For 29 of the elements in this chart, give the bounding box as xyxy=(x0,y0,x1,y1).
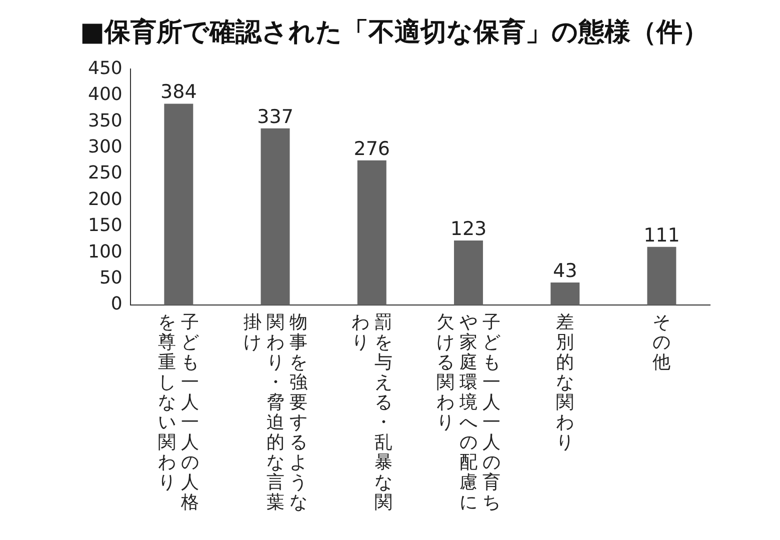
y-tick-label: 100 xyxy=(88,241,122,262)
bar xyxy=(357,160,386,305)
x-tick-label: 差別的な関わり xyxy=(556,312,575,455)
data-label: 384 xyxy=(160,81,197,104)
x-tick-label: その他 xyxy=(652,312,672,375)
y-tick-label: 300 xyxy=(88,136,122,158)
y-tick-label: 250 xyxy=(88,162,122,184)
category-label: 物事を強要するような関わり・脅迫的な言葉掛け xyxy=(243,312,308,513)
y-tick-label: 400 xyxy=(88,84,122,106)
bar xyxy=(454,240,483,305)
data-label: 276 xyxy=(354,138,390,160)
bar xyxy=(260,128,290,305)
data-label: 43 xyxy=(552,260,578,282)
chart-title: ■保育所で確認された「不適切な保育」の態様（件） xyxy=(80,16,709,48)
y-tick-label: 50 xyxy=(99,267,122,288)
bar xyxy=(550,282,580,305)
data-label: 123 xyxy=(450,218,487,240)
category-label: 子ども一人一人の育ちや家庭環境への配慮に欠ける関わり xyxy=(436,312,500,513)
y-tick-label: 350 xyxy=(88,110,122,132)
bar xyxy=(164,104,194,305)
data-label: 111 xyxy=(644,224,680,246)
y-tick-label: 450 xyxy=(88,58,122,79)
category-label: 罰を与える・乱暴な関わり xyxy=(351,312,392,513)
y-tick-label: 150 xyxy=(88,215,122,236)
category-label: 子ども一人一人の人格を尊重しない関わり xyxy=(158,312,200,513)
y-tick-label: 200 xyxy=(88,188,122,210)
bar xyxy=(647,246,676,305)
y-tick-label: 0 xyxy=(110,294,122,315)
data-label: 337 xyxy=(257,106,294,128)
